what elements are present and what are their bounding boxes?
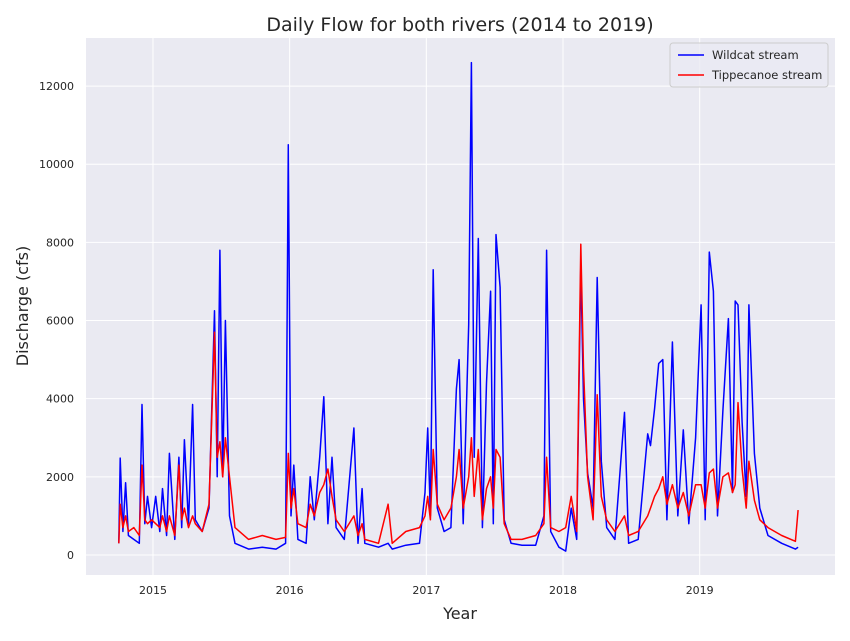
legend-label: Wildcat stream: [712, 48, 799, 62]
x-tick-label: 2018: [549, 584, 577, 597]
x-tick-label: 2016: [276, 584, 304, 597]
y-tick-label: 2000: [46, 471, 74, 484]
legend-box: [669, 42, 829, 88]
y-tick-label: 10000: [39, 158, 74, 171]
x-axis-label: Year: [442, 604, 477, 623]
x-tick-label: 2019: [686, 584, 714, 597]
chart-title: Daily Flow for both rivers (2014 to 2019…: [266, 14, 653, 36]
y-tick-label: 4000: [46, 393, 74, 406]
y-tick-label: 12000: [39, 80, 74, 93]
x-tick-label: 2017: [412, 584, 440, 597]
y-tick-label: 0: [67, 549, 74, 562]
y-tick-label: 8000: [46, 236, 74, 249]
x-tick-label: 2015: [139, 584, 167, 597]
grid: [86, 38, 835, 575]
plot-area: [86, 38, 835, 575]
lines: [118, 61, 799, 552]
legend-label: Tippecanoe stream: [711, 68, 822, 82]
series-line: [118, 243, 799, 545]
y-tick-label: 6000: [46, 315, 74, 328]
series-line: [118, 61, 799, 552]
legend: Wildcat stream Tippecanoe stream: [669, 42, 829, 88]
y-axis-label: Discharge (cfs): [13, 246, 32, 366]
